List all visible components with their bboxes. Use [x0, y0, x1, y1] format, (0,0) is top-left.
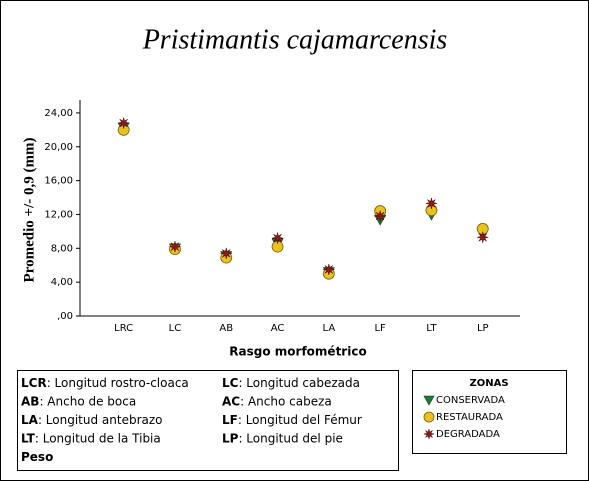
note-abbr: AC — [222, 394, 240, 408]
chart-title: Pristimantis cajamarcensis — [142, 24, 448, 55]
note-text: : Longitud de la Tibia — [35, 431, 161, 445]
note: LT: Longitud de la Tibia — [21, 431, 161, 445]
note-text: : Longitud del Fémur — [238, 413, 362, 427]
point — [220, 247, 232, 259]
legend-label: DEGRADADA — [436, 429, 500, 440]
point — [323, 263, 335, 276]
y-tick-label: 12,00 — [44, 209, 73, 220]
note: LCR: Longitud rostro-cloaca — [21, 376, 189, 390]
x-tick-label: LP — [477, 323, 489, 334]
note-text: : Ancho de boca — [39, 394, 136, 408]
x-tick-label: LC — [169, 323, 182, 334]
y-tick-label: 24,00 — [44, 108, 73, 119]
note-text: : Longitud rostro-cloaca — [47, 376, 189, 390]
x-tick-label: LF — [374, 323, 386, 334]
note-abbr: LT — [21, 431, 36, 445]
note: LA: Longitud antebrazo — [21, 413, 163, 427]
point — [271, 232, 284, 244]
point — [118, 117, 130, 129]
x-tick-label: LA — [323, 323, 336, 334]
y-tick-label: ,00 — [57, 311, 73, 322]
note: LF: Longitud del Fémur — [222, 413, 362, 427]
note-abbr: LCR — [21, 376, 47, 390]
note-text: : Longitud antebrazo — [38, 413, 163, 427]
note: LC: Longitud cabezada — [222, 376, 360, 390]
note-text: : Ancho cabeza — [240, 394, 332, 408]
legend-marker — [423, 428, 435, 440]
point — [374, 210, 386, 222]
note-abbr: AB — [21, 394, 39, 408]
x-tick-label: LRC — [114, 323, 133, 334]
x-tick-label: AB — [219, 323, 233, 334]
legend-title: ZONAS — [469, 378, 508, 389]
y-axis-label: Promedio +/- 0,9 (mm) — [21, 138, 37, 283]
note: AC: Ancho cabeza — [222, 394, 332, 408]
y-tick-label: 16,00 — [44, 176, 73, 187]
note: LP: Longitud del pie — [222, 431, 343, 445]
note-text: : Longitud del pie — [238, 431, 342, 445]
y-tick-label: 20,00 — [44, 142, 73, 153]
point — [425, 197, 438, 210]
note-abbr: Peso — [21, 450, 53, 464]
point — [477, 231, 489, 243]
note-abbr: LC — [222, 376, 239, 390]
notes-box — [17, 370, 399, 471]
note-text: : Longitud cabezada — [238, 376, 360, 390]
note-abbr: LF — [222, 413, 238, 427]
y-tick-label: 4,00 — [51, 277, 73, 288]
y-tick-label: 8,00 — [51, 243, 73, 254]
x-axis-label: Rasgo morfométrico — [229, 345, 366, 359]
legend-label: CONSERVADA — [436, 395, 505, 406]
note: AB: Ancho de boca — [21, 394, 136, 408]
legend-marker — [423, 411, 435, 423]
note-abbr: LA — [21, 413, 39, 427]
legend-marker — [423, 395, 435, 406]
note-abbr: LP — [222, 431, 239, 445]
point — [169, 241, 181, 253]
legend-label: RESTAURADA — [436, 412, 503, 423]
legend-box — [412, 370, 567, 454]
x-tick-label: LT — [426, 323, 437, 334]
note: Peso — [21, 450, 53, 464]
x-tick-label: AC — [271, 323, 285, 334]
